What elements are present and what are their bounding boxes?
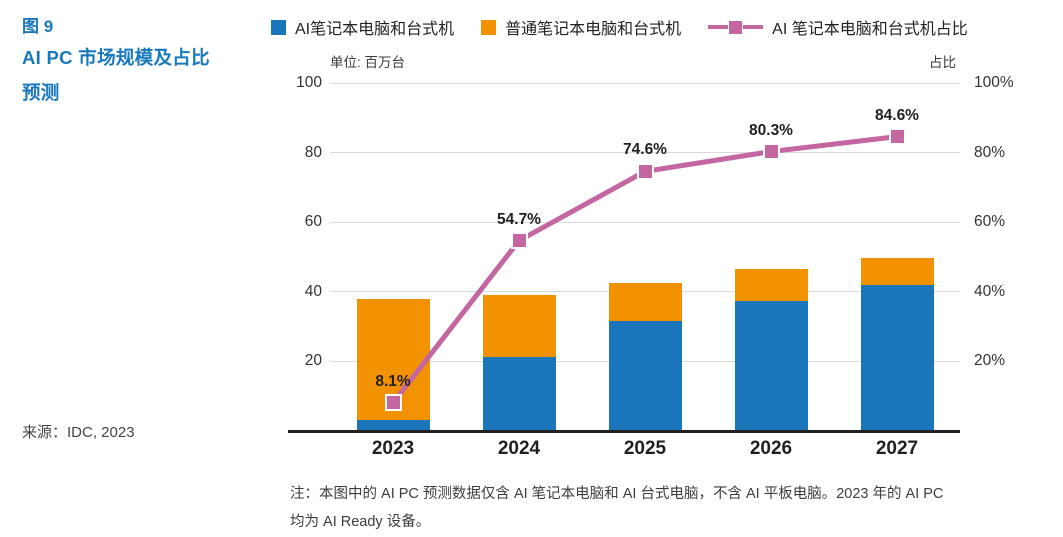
- x-axis-label: 2025: [623, 438, 667, 459]
- figure-title-line2: 预测: [22, 82, 60, 103]
- legend-label-ai-pc: AI笔记本电脑和台式机: [295, 21, 455, 38]
- legend-swatch-orange-icon: [481, 19, 497, 35]
- gridline: [330, 221, 960, 223]
- share-point-label: 74.6%: [623, 141, 667, 159]
- legend-line-marker-icon: [708, 20, 764, 34]
- x-axis-label: 2026: [749, 438, 793, 459]
- gridline: [330, 82, 960, 84]
- legend-item-ai-pc: AI笔记本电脑和台式机: [271, 15, 454, 39]
- left-axis-unit: 单位: 百万台: [330, 55, 406, 70]
- bar-ai-pc: [608, 320, 682, 431]
- bar-normal-pc: [482, 295, 556, 357]
- chart-legend: AI笔记本电脑和台式机 普通笔记本电脑和台式机 AI 笔记本电脑和台式机占比: [271, 15, 968, 39]
- footnote-line2: 均为 AI Ready 设备。: [290, 514, 431, 530]
- right-axis-tick: 40%: [974, 282, 1006, 300]
- right-axis-tick: 20%: [974, 352, 1006, 370]
- bar-normal-pc: [860, 257, 934, 285]
- share-point-label: 8.1%: [375, 372, 411, 390]
- left-axis-tick: 40: [304, 282, 322, 300]
- plot-area: 8.1% 54.7% 74.6% 80.3% 84.6%: [330, 82, 960, 431]
- legend-item-share-line: AI 笔记本电脑和台式机占比: [708, 15, 968, 39]
- share-point-marker: [888, 128, 906, 146]
- share-point-marker: [510, 232, 528, 250]
- right-axis-tick: 60%: [974, 213, 1006, 231]
- x-axis-baseline: [288, 429, 960, 433]
- share-point-label: 84.6%: [875, 106, 919, 124]
- right-axis-tick: 100%: [974, 74, 1014, 91]
- share-point-marker: [384, 394, 402, 412]
- legend-label-normal-pc: 普通笔记本电脑和台式机: [505, 21, 682, 38]
- x-axis-label: 2027: [875, 438, 919, 459]
- bar-normal-pc: [608, 283, 682, 321]
- bar-ai-pc: [356, 420, 430, 431]
- figure-title-line1: AI PC 市场规模及占比: [22, 47, 210, 68]
- share-point-label: 80.3%: [749, 121, 793, 139]
- bar-ai-pc: [482, 356, 556, 431]
- legend-swatch-blue-icon: [271, 19, 286, 35]
- x-axis-label: 2023: [371, 438, 415, 459]
- left-axis-tick: 20: [304, 352, 322, 370]
- share-point-marker: [636, 162, 654, 180]
- x-axis-label: 2024: [497, 438, 541, 459]
- right-axis-unit: 占比: [929, 55, 956, 70]
- right-axis-tick: 80%: [974, 143, 1006, 161]
- legend-item-normal-pc: 普通笔记本电脑和台式机: [481, 15, 681, 39]
- legend-label-share: AI 笔记本电脑和台式机占比: [772, 21, 968, 38]
- left-axis-tick: 100: [296, 74, 322, 91]
- footnote-line1: 注：本图中的 AI PC 预测数据仅含 AI 笔记本电脑和 AI 台式电脑，不含…: [290, 486, 944, 502]
- left-axis-tick: 80: [304, 143, 322, 161]
- bar-normal-pc: [734, 269, 808, 302]
- figure-number: 图 9: [22, 17, 54, 36]
- bar-ai-pc: [860, 284, 934, 431]
- bar-ai-pc: [734, 301, 808, 431]
- share-point-label: 54.7%: [497, 210, 541, 228]
- gridline: [330, 152, 960, 154]
- left-axis-tick: 60: [304, 213, 322, 231]
- share-point-marker: [762, 143, 780, 161]
- source-citation: 来源：IDC, 2023: [22, 424, 135, 441]
